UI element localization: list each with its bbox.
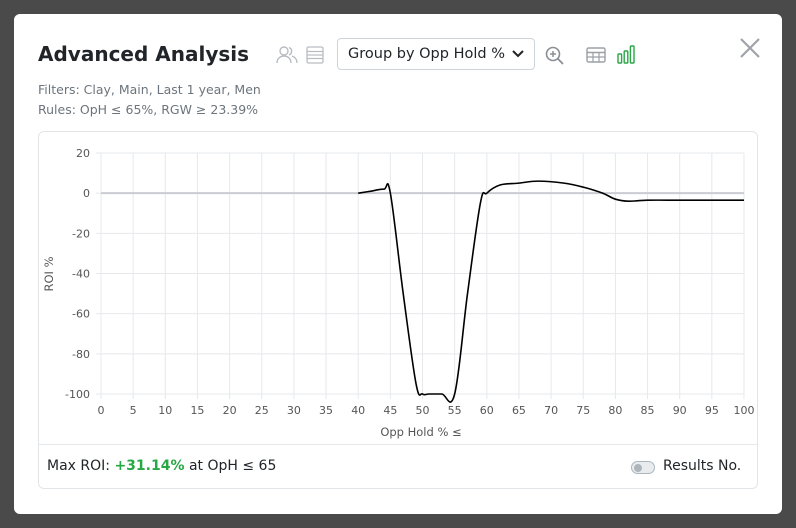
max-roi-suffix: at OpH ≤ 65 xyxy=(188,458,277,474)
x-tick-label: 20 xyxy=(223,404,237,417)
y-axis-ticks: 20 0 -20 -40 -60 -80 -100 xyxy=(65,147,90,401)
group-by-select-value: Group by Opp Hold % xyxy=(348,46,505,62)
zoom-in-icon[interactable] xyxy=(545,46,565,66)
x-tick-label: 25 xyxy=(255,404,269,417)
table-view-icon[interactable] xyxy=(586,47,606,63)
footer-divider xyxy=(39,444,757,445)
max-roi-summary: Max ROI: +31.14% at OpH ≤ 65 xyxy=(47,458,276,474)
roi-chart: 0 5 10 15 20 25 30 35 40 45 50 55 60 65 70 75 80 85 90 95 10… xyxy=(42,147,755,439)
x-tick-label: 10 xyxy=(158,404,172,417)
x-tick-label: 95 xyxy=(705,404,719,417)
chart-lines xyxy=(101,180,744,403)
max-roi-value: +31.14% xyxy=(114,458,185,474)
results-no-label: Results No. xyxy=(663,458,742,474)
x-tick-label: 100 xyxy=(734,404,755,417)
x-tick-label: 30 xyxy=(287,404,301,417)
max-roi-label: Max ROI: xyxy=(47,458,110,474)
x-tick-label: 0 xyxy=(98,404,105,417)
chart-grid xyxy=(96,152,745,399)
x-tick-label: 85 xyxy=(641,404,655,417)
group-by-select[interactable]: Group by Opp Hold % xyxy=(337,38,535,70)
y-tick-label: -60 xyxy=(72,308,90,321)
y-tick-label: -100 xyxy=(65,388,90,401)
players-icon[interactable] xyxy=(276,45,298,65)
y-tick-label: 20 xyxy=(76,147,90,160)
chart-card: 0 5 10 15 20 25 30 35 40 45 50 55 60 65 70 75 80 85 90 95 10… xyxy=(38,131,758,489)
toggle-knob xyxy=(634,463,642,472)
modal-title: Advanced Analysis xyxy=(38,42,250,66)
chart-view-icon[interactable] xyxy=(617,45,635,64)
x-tick-label: 50 xyxy=(416,404,430,417)
roi-series-line xyxy=(358,180,744,403)
x-tick-label: 55 xyxy=(448,404,462,417)
x-axis-ticks: 0 5 10 15 20 25 30 35 40 45 50 55 60 65 70 75 80 85 90 95 10… xyxy=(98,404,755,417)
x-tick-label: 5 xyxy=(130,404,137,417)
x-tick-label: 35 xyxy=(319,404,333,417)
y-tick-label: -80 xyxy=(72,348,90,361)
close-icon[interactable] xyxy=(738,36,762,60)
y-tick-label: -20 xyxy=(72,227,90,240)
filters-text: Filters: Clay, Main, Last 1 year, Men xyxy=(38,82,261,97)
x-tick-label: 75 xyxy=(576,404,590,417)
analysis-modal: Advanced Analysis Group by Opp Hold % xyxy=(14,14,782,514)
x-axis-label: Opp Hold % ≤ xyxy=(380,425,461,439)
y-tick-label: 0 xyxy=(83,187,90,200)
x-tick-label: 60 xyxy=(480,404,494,417)
list-icon[interactable] xyxy=(306,46,324,64)
results-no-toggle[interactable] xyxy=(631,461,655,474)
chevron-down-icon xyxy=(512,50,524,58)
x-tick-label: 70 xyxy=(544,404,558,417)
rules-text: Rules: OpH ≤ 65%, RGW ≥ 23.39% xyxy=(38,102,259,117)
x-tick-label: 80 xyxy=(608,404,622,417)
x-tick-label: 15 xyxy=(190,404,204,417)
x-tick-label: 40 xyxy=(351,404,365,417)
x-tick-label: 90 xyxy=(673,404,687,417)
y-axis-label: ROI % xyxy=(42,256,56,291)
x-tick-label: 45 xyxy=(383,404,397,417)
x-tick-label: 65 xyxy=(512,404,526,417)
filters-info: Filters: Clay, Main, Last 1 year, Men Ru… xyxy=(38,80,261,120)
y-tick-label: -40 xyxy=(72,268,90,281)
